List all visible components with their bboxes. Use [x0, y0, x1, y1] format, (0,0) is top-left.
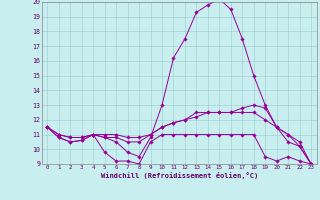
X-axis label: Windchill (Refroidissement éolien,°C): Windchill (Refroidissement éolien,°C) — [100, 172, 258, 179]
